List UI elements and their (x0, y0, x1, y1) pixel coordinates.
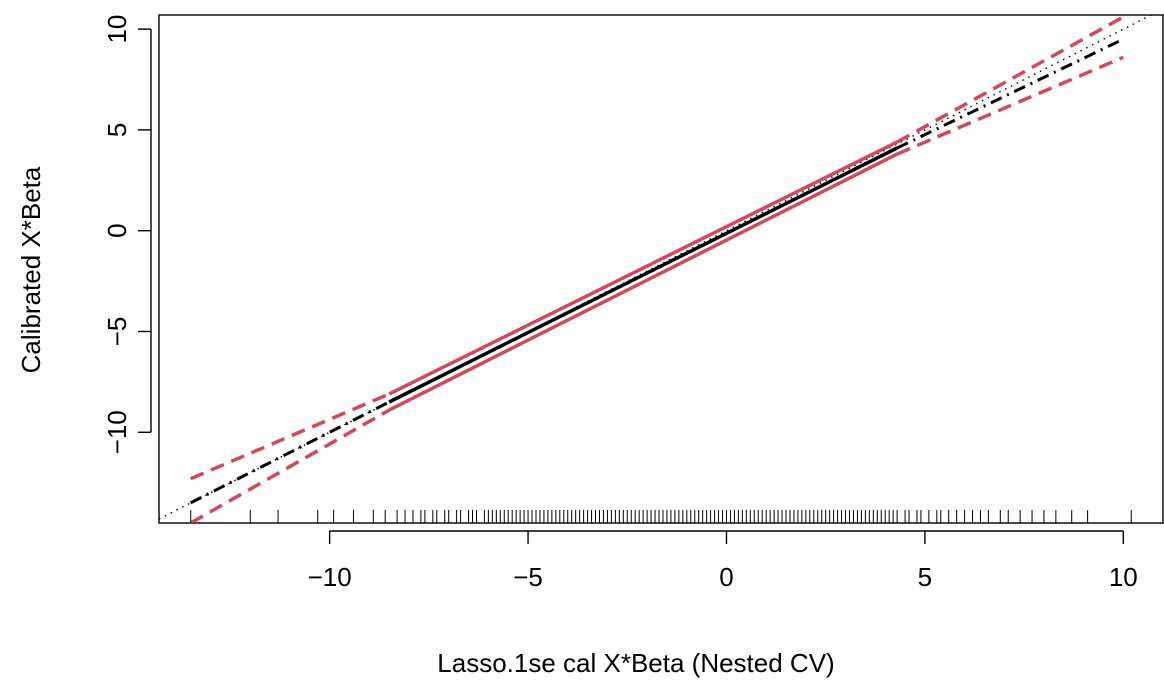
x-tick-label: −10 (308, 562, 352, 592)
series-upper-band-extrapolated-lower (190, 392, 390, 481)
x-tick-label: 0 (719, 562, 733, 592)
series-calibration-extrapolated-upper (896, 37, 1124, 150)
plot-frame (158, 14, 1164, 524)
series-lower-band-solid (388, 152, 898, 412)
y-tick-label: −10 (102, 410, 132, 454)
series-lower-band-extrapolated-lower (189, 408, 391, 523)
series-calibration-extrapolated-lower (190, 400, 390, 505)
y-tick-label: 0 (102, 223, 132, 237)
x-axis-title: Lasso.1se cal X*Beta (Nested CV) (437, 648, 834, 678)
series-lower-band-extrapolated-upper (896, 55, 1124, 156)
x-axis: −10 −5 0 5 10 (308, 530, 1138, 592)
x-tick-label: −5 (513, 562, 543, 592)
series-upper-band-solid (388, 140, 898, 396)
x-tick-label: 5 (918, 562, 932, 592)
y-axis: −10 −5 0 5 10 (102, 15, 152, 454)
series-calibration-fit (388, 146, 898, 404)
y-axis-title: Calibrated X*Beta (16, 166, 46, 373)
x-tick-label: 10 (1109, 562, 1138, 592)
series-layer (159, 15, 1153, 523)
series-upper-band-extrapolated-upper (896, 15, 1125, 144)
y-tick-label: −5 (102, 317, 132, 347)
rug-layer (190, 510, 1132, 523)
y-tick-label: 5 (102, 123, 132, 137)
y-tick-label: 10 (102, 15, 132, 44)
